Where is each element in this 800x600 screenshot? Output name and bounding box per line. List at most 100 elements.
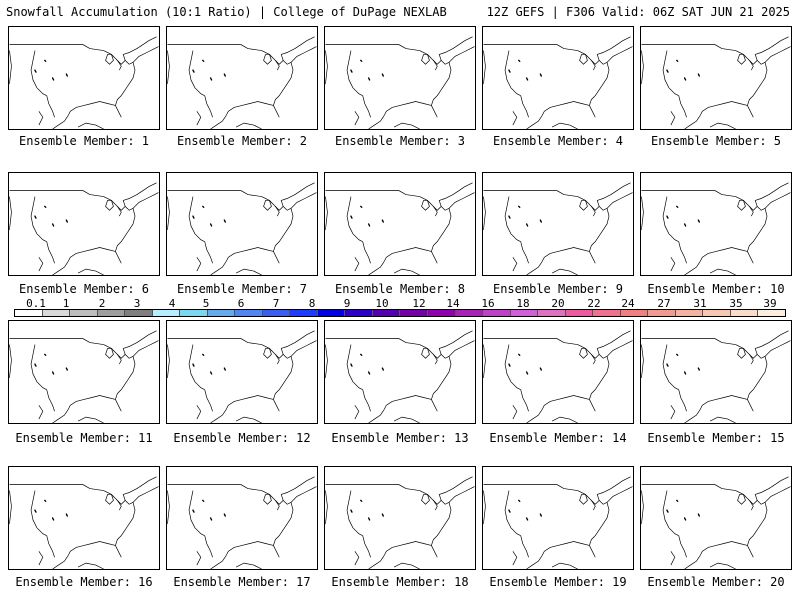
ensemble-member-label: Ensemble Member: 8 [334, 282, 466, 296]
colorbar-labels: 0.1 1 2 3 4 5 6 7 8 9 10 12 14 16 18 20 22 24 27 31 35 39 [14, 297, 786, 310]
ensemble-member-map [640, 320, 792, 424]
ensemble-member-label: Ensemble Member: 10 [647, 282, 785, 296]
colorbar-tick-label: 12 [412, 297, 426, 310]
ensemble-member-label: Ensemble Member: 11 [15, 431, 153, 445]
colorbar-swatch [97, 310, 126, 316]
ensemble-member-label: Ensemble Member: 19 [489, 575, 627, 589]
ensemble-member-map [8, 26, 160, 130]
colorbar-swatch [372, 310, 401, 316]
colorbar [14, 309, 786, 317]
colorbar-swatch [180, 310, 208, 316]
colorbar-swatch [455, 310, 484, 316]
colorbar-tick-label: 20 [551, 297, 565, 310]
colorbar-tick-label: 31 [693, 297, 707, 310]
us-basemap [325, 476, 475, 569]
colorbar-tick-label: 18 [516, 297, 530, 310]
ensemble-member-map [8, 172, 160, 276]
colorbar-swatch [510, 310, 539, 316]
us-basemap [167, 182, 317, 275]
model-valid-time: 12Z GEFS | F306 Valid: 06Z SAT JUN 21 20… [486, 5, 790, 19]
colorbar-tick-label: 24 [621, 297, 635, 310]
colorbar-swatch [703, 310, 731, 316]
colorbar-tick-label: 3 [133, 297, 141, 310]
ensemble-member-map [324, 320, 476, 424]
us-basemap [167, 36, 317, 129]
colorbar-tick-label: 22 [587, 297, 601, 310]
ensemble-member-map [324, 466, 476, 570]
us-basemap [641, 36, 791, 129]
ensemble-member-label: Ensemble Member: 7 [176, 282, 308, 296]
ensemble-member-map [166, 466, 318, 570]
colorbar-swatch [152, 310, 181, 316]
colorbar-swatch [593, 310, 621, 316]
ensemble-member-label: Ensemble Member: 16 [15, 575, 153, 589]
ensemble-member-map [166, 320, 318, 424]
us-basemap [167, 476, 317, 569]
colorbar-swatch [262, 310, 291, 316]
ensemble-member-map [482, 172, 634, 276]
ensemble-member-label: Ensemble Member: 4 [492, 134, 624, 148]
ensemble-member-label: Ensemble Member: 5 [650, 134, 782, 148]
colorbar-swatch [620, 310, 649, 316]
colorbar-swatch [730, 310, 759, 316]
colorbar-swatch [538, 310, 566, 316]
colorbar-tick-label: 9 [343, 297, 351, 310]
ensemble-member-map [324, 26, 476, 130]
us-basemap [641, 476, 791, 569]
colorbar-swatch [675, 310, 704, 316]
us-basemap [9, 476, 159, 569]
colorbar-swatch [42, 310, 71, 316]
colorbar-tick-label: 0.1 [26, 297, 46, 310]
ensemble-member-label: Ensemble Member: 6 [18, 282, 150, 296]
us-basemap [483, 36, 633, 129]
colorbar-swatch [15, 310, 43, 316]
colorbar-swatch [758, 310, 785, 316]
ensemble-member-map [324, 172, 476, 276]
colorbar-tick-label: 27 [657, 297, 671, 310]
us-basemap [483, 182, 633, 275]
ensemble-member-label: Ensemble Member: 20 [647, 575, 785, 589]
colorbar-swatch [125, 310, 153, 316]
colorbar-swatch [483, 310, 511, 316]
ensemble-member-label: Ensemble Member: 13 [331, 431, 469, 445]
colorbar-tick-label: 4 [168, 297, 176, 310]
ensemble-member-label: Ensemble Member: 18 [331, 575, 469, 589]
colorbar-swatch [565, 310, 594, 316]
colorbar-swatch [290, 310, 318, 316]
ensemble-member-map [640, 26, 792, 130]
ensemble-member-map [482, 466, 634, 570]
colorbar-tick-label: 2 [98, 297, 106, 310]
colorbar-tick-label: 10 [375, 297, 389, 310]
colorbar-swatch [70, 310, 98, 316]
colorbar-tick-label: 7 [272, 297, 280, 310]
us-basemap [483, 476, 633, 569]
colorbar-swatch [235, 310, 263, 316]
ensemble-member-map [482, 320, 634, 424]
ensemble-member-label: Ensemble Member: 12 [173, 431, 311, 445]
colorbar-swatch [427, 310, 456, 316]
colorbar-tick-label: 16 [481, 297, 495, 310]
us-basemap [9, 330, 159, 423]
colorbar-tick-label: 8 [308, 297, 316, 310]
us-basemap [641, 182, 791, 275]
ensemble-member-label: Ensemble Member: 3 [334, 134, 466, 148]
colorbar-tick-label: 5 [202, 297, 210, 310]
colorbar-swatch [400, 310, 428, 316]
us-basemap [167, 330, 317, 423]
us-basemap [483, 330, 633, 423]
us-basemap [9, 182, 159, 275]
ensemble-member-map [640, 466, 792, 570]
map-title: Snowfall Accumulation (10:1 Ratio) | Col… [6, 5, 447, 19]
us-basemap [9, 36, 159, 129]
colorbar-swatch [345, 310, 373, 316]
colorbar-swatch [317, 310, 346, 316]
ensemble-member-label: Ensemble Member: 15 [647, 431, 785, 445]
ensemble-member-map [166, 172, 318, 276]
ensemble-member-label: Ensemble Member: 2 [176, 134, 308, 148]
us-basemap [325, 36, 475, 129]
ensemble-member-label: Ensemble Member: 14 [489, 431, 627, 445]
ensemble-member-map [8, 466, 160, 570]
ensemble-member-map [640, 172, 792, 276]
colorbar-tick-label: 14 [446, 297, 460, 310]
us-basemap [325, 182, 475, 275]
